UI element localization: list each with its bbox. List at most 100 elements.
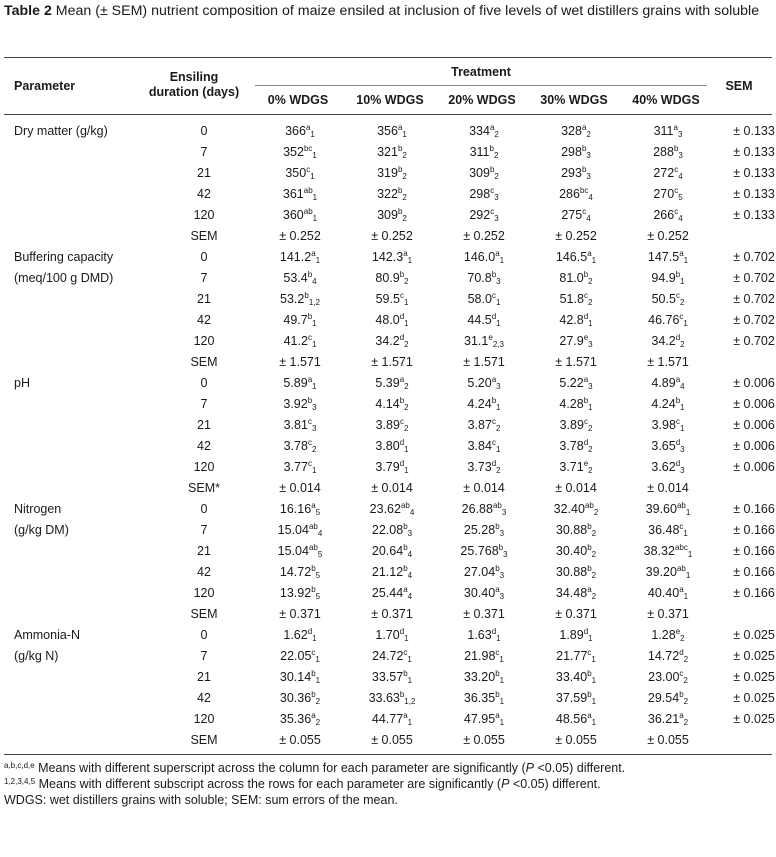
mean-value: 34.48 (555, 585, 588, 600)
parameter-cell (4, 141, 154, 162)
row-sem-value: ± 0.006 (733, 396, 775, 411)
duration-value: 42 (197, 438, 211, 453)
value-cell: 30.40b2 (530, 540, 622, 561)
superscript-letter: d (675, 332, 681, 342)
superscript-letter: e (583, 332, 589, 342)
subscript-rank: 3 (496, 276, 501, 286)
duration-value: 0 (200, 375, 208, 390)
duration-cell: 21 (154, 414, 254, 435)
mean-value: 4.14 (375, 396, 400, 411)
footnote-sup-marks: a,b,c,d,e (4, 761, 35, 770)
value-cell: 25.28b3 (438, 519, 530, 540)
superscript-letter: a (491, 374, 497, 384)
row-sem-cell: ± 0.006 (714, 435, 776, 456)
mean-value: 36.48 (648, 522, 680, 537)
value-cell: 3.62d3 (622, 456, 714, 477)
parameter-cell (4, 687, 154, 708)
mean-value: 30.36 (279, 690, 312, 705)
row-sem-cell: ± 0.025 (714, 624, 776, 645)
subscript-rank: 4 (407, 591, 413, 601)
mean-value: 272 (653, 165, 675, 180)
column-sem-value: ± 0.055 (279, 732, 321, 747)
sem-row: SEM ± 0.371 ± 0.371 ± 0.371 ± 0.371 ± 0.371 (4, 603, 776, 624)
value-cell: 33.40b1 (530, 666, 622, 687)
header-treatment-0: 0% WDGS (267, 93, 329, 107)
value-cell: 3.92b3 (254, 393, 346, 414)
table-title: Mean (± SEM) nutrient composition of mai… (55, 3, 760, 19)
subscript-rank: 2 (588, 444, 593, 454)
duration-value: 120 (193, 207, 215, 222)
mean-value: 30.14 (279, 669, 312, 684)
duration-value: 42 (197, 186, 211, 201)
subscript-rank: 1 (310, 171, 315, 181)
mean-value: 4.24 (467, 396, 492, 411)
mean-value: 322 (377, 186, 398, 201)
value-cell: 39.20ab1 (622, 561, 714, 582)
sem-label: SEM (190, 354, 218, 369)
value-cell: 33.63b1,2 (346, 687, 438, 708)
superscript-letter: d (679, 647, 684, 657)
column-sem-cell: ± 1.571 (346, 351, 438, 372)
row-sem-cell: ± 0.006 (714, 456, 776, 477)
parameter-cell (4, 225, 154, 246)
mean-value: 39.60 (645, 501, 677, 516)
duration-cell: 21 (154, 162, 254, 183)
superscript-letter: c (491, 437, 496, 447)
subscript-rank: 1 (499, 675, 505, 685)
subscript-rank: 1 (591, 675, 597, 685)
superscript-letter: c (674, 164, 679, 174)
superscript-letter: a (679, 584, 684, 594)
mean-value: 53.2 (280, 291, 305, 306)
value-cell: 31.1e2,3 (438, 330, 530, 351)
subscript-rank: 2 (496, 465, 501, 475)
subscript-rank: 3 (499, 528, 505, 538)
column-sem-cell: ± 0.014 (438, 477, 530, 498)
column-sem-value: ± 0.252 (279, 228, 321, 243)
row-sem-cell: ± 0.133 (714, 204, 776, 225)
parameter-label: Buffering capacity (14, 249, 114, 264)
column-sem-cell: ± 0.055 (622, 729, 714, 750)
subscript-rank: 3 (586, 150, 591, 160)
superscript-letter: b (587, 689, 592, 699)
superscript-letter: b (583, 395, 589, 405)
subscript-rank: 1 (407, 654, 412, 664)
mean-value: 286 (559, 186, 580, 201)
row-sem-value: ± 0.025 (733, 690, 775, 705)
parameter-label: Dry matter (g/kg) (14, 123, 108, 138)
mean-value: 80.9 (375, 270, 400, 285)
value-cell: 3.71e2 (530, 456, 622, 477)
duration-cell: 0 (154, 246, 254, 267)
mean-value: 47.95 (463, 711, 496, 726)
mean-value: 15.04 (277, 543, 309, 558)
subscript-rank: 5 (315, 570, 321, 580)
mean-value: 21.12 (371, 564, 404, 579)
superscript-letter: d (307, 626, 313, 636)
mean-value: 366 (285, 123, 306, 138)
subscript-rank: 2 (679, 297, 685, 307)
subscript-rank: 2 (591, 591, 597, 601)
value-cell: 53.2b1,2 (254, 288, 346, 309)
value-cell: 309b2 (438, 162, 530, 183)
value-cell: 34.2d2 (346, 330, 438, 351)
sem-row: SEM ± 0.252 ± 0.252 ± 0.252 ± 0.252 ± 0.252 (4, 225, 776, 246)
superscript-letter: d (491, 458, 497, 468)
mean-value: 309 (377, 207, 398, 222)
parameter-cell (4, 162, 154, 183)
superscript-letter: a (311, 500, 316, 510)
superscript-letter: abc (674, 542, 688, 552)
footnote-sup-tail: <0.05) different. (534, 761, 626, 775)
superscript-letter: d (399, 311, 405, 321)
mean-value: 5.22 (559, 375, 584, 390)
duration-value: 0 (200, 249, 208, 264)
superscript-letter: a (587, 248, 592, 258)
row-sem-value: ± 0.025 (733, 627, 775, 642)
mean-value: 14.72 (279, 564, 312, 579)
duration-cell: 120 (154, 456, 254, 477)
superscript-letter: b (587, 668, 592, 678)
column-sem-cell: ± 1.571 (438, 351, 530, 372)
value-cell: 270c5 (622, 183, 714, 204)
mean-value: 270 (653, 186, 675, 201)
value-cell: 292c3 (438, 204, 530, 225)
subscript-rank: 3 (407, 528, 413, 538)
subscript-rank: 4 (407, 570, 413, 580)
